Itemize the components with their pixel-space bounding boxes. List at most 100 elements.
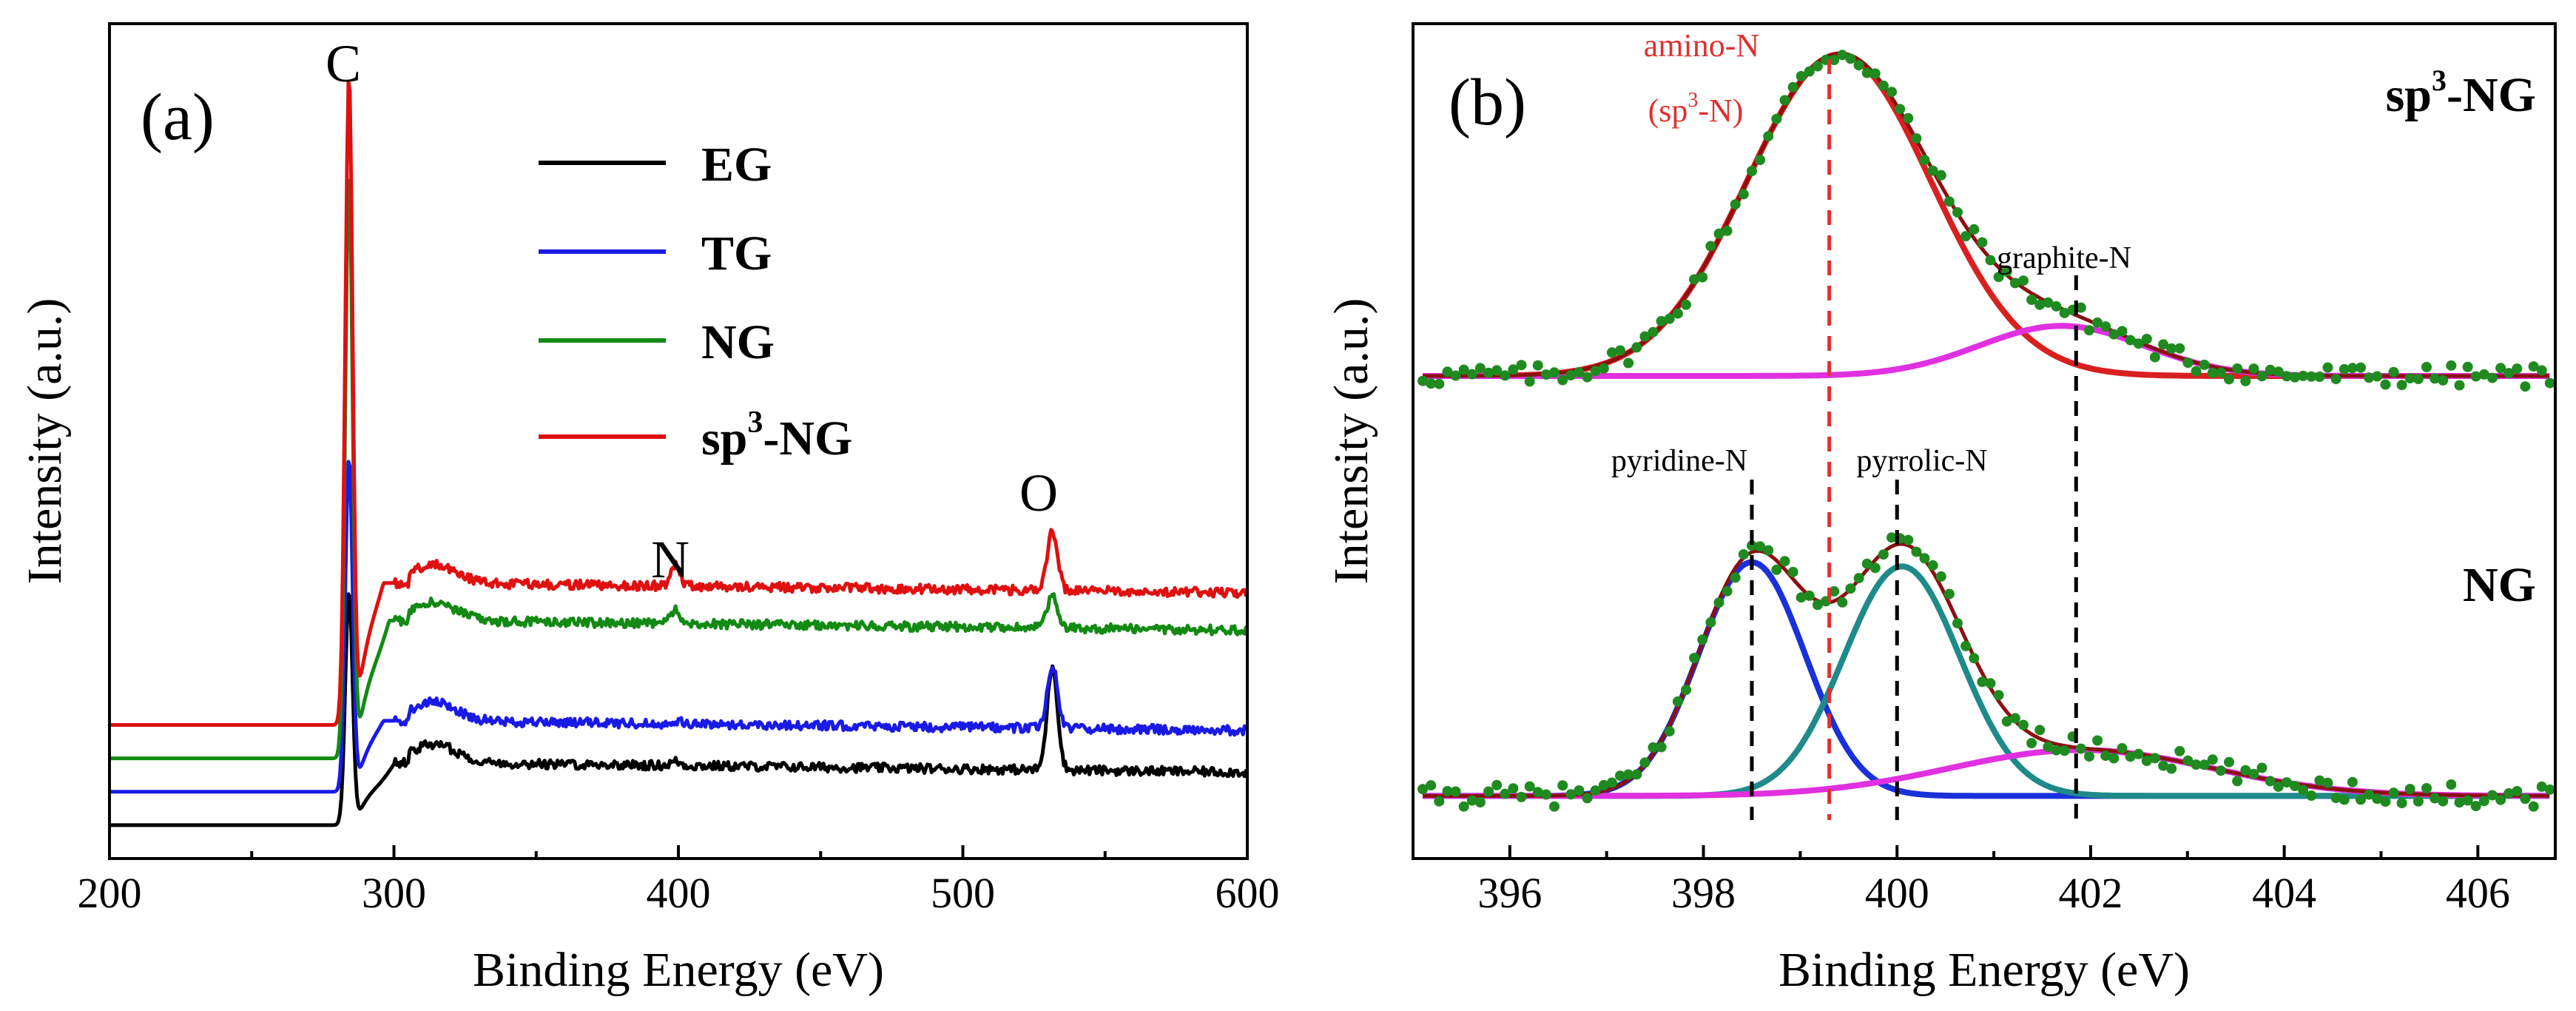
panel-b-y-axis-title: Intensity (a.u.) xyxy=(1324,298,1378,585)
ng-data-point xyxy=(2117,743,2128,753)
sp3ng-data-point xyxy=(1993,272,2004,283)
sp3ng-data-point xyxy=(1631,342,1642,353)
sp3ng-data-point xyxy=(1540,369,1551,380)
sp3ng-data-point xyxy=(1434,378,1445,389)
sp3ng-data-point xyxy=(1812,61,1823,72)
sp3ng-data-point xyxy=(2059,307,2070,318)
legend-label-sp3ng-main: sp xyxy=(701,412,747,466)
ng-data-point xyxy=(2454,797,2465,808)
panel-a-label: (a) xyxy=(141,81,215,154)
ng-data-point xyxy=(1943,588,1955,599)
sp3ng-data-point xyxy=(2158,339,2169,350)
panel-a-x-tick-label: 300 xyxy=(362,869,426,917)
component-label-graphite-n: graphite-N xyxy=(1997,241,2131,275)
sp3ng-component-amino-n xyxy=(1423,51,2550,379)
ng-data-point xyxy=(2009,713,2020,724)
ng-data-point xyxy=(1960,640,1972,651)
sp3ng-data-point xyxy=(1829,55,1840,66)
ng-data-point xyxy=(1796,592,1807,603)
sp3ng-data-point xyxy=(2125,335,2136,346)
sp3ng-data-point xyxy=(1500,370,1511,381)
ng-data-point xyxy=(2043,742,2054,753)
panel-a-series-line xyxy=(109,460,1250,794)
ng-data-point xyxy=(1755,541,1766,552)
sp3ng-data-point xyxy=(2215,367,2226,378)
ng-data-point xyxy=(1689,653,1700,663)
ng-data-point xyxy=(2290,781,2300,791)
sp3ng-data-point xyxy=(1747,166,1757,177)
component-label-sp3-n-sup: 3 xyxy=(1687,89,1698,112)
ng-data-point xyxy=(1606,777,1617,788)
sp3ng-data-point xyxy=(2051,300,2062,312)
panel-a-x-tick-label: 200 xyxy=(78,869,142,917)
ng-data-point xyxy=(1582,793,1593,804)
sp3ng-data-point xyxy=(2454,380,2465,391)
sp3ng-data-point xyxy=(2256,371,2268,382)
sp3ng-data-point xyxy=(2273,366,2284,377)
sp3ng-data-point xyxy=(1532,360,1543,371)
component-label-sp3-n-tail: -N) xyxy=(1698,93,1743,129)
sp3ng-data-point xyxy=(2092,317,2103,328)
ng-data-point xyxy=(2347,776,2358,787)
ng-data-point xyxy=(1648,742,1659,753)
sp3ng-data-point xyxy=(1763,131,1774,142)
sp3ng-data-point xyxy=(2462,361,2473,372)
sp3ng-data-point xyxy=(1887,87,1897,98)
sp3ng-data-point xyxy=(1730,199,1741,210)
sp3ng-data-point xyxy=(2001,266,2012,277)
ng-data-point xyxy=(2306,790,2317,801)
legend-label-sp3ng-sup: 3 xyxy=(747,406,763,440)
panel-a-plot-frame xyxy=(108,22,1249,860)
sp3ng-data-point xyxy=(1582,372,1593,383)
ng-data-point xyxy=(2125,751,2136,762)
sp3ng-data-point xyxy=(2486,372,2498,383)
component-label-amino-n: amino-N xyxy=(1644,27,1759,64)
panel-b-x-tick-label: 398 xyxy=(1671,869,1736,917)
sp3ng-data-point xyxy=(2495,363,2506,374)
sp3ng-data-point xyxy=(1960,231,1972,242)
ng-data-point xyxy=(1771,564,1782,575)
ng-data-point xyxy=(2495,794,2506,805)
sp3ng-data-point xyxy=(1845,53,1856,64)
sp3ng-data-point xyxy=(2347,363,2358,374)
sp3ng-data-point xyxy=(2166,343,2177,354)
sp3ng-data-point xyxy=(2199,359,2210,370)
sample-label-ng: NG xyxy=(2463,558,2536,612)
ng-data-point xyxy=(1491,779,1503,790)
ng-data-point xyxy=(1977,676,1988,688)
ng-data-point xyxy=(2503,787,2515,799)
ng-data-point xyxy=(2158,760,2169,771)
sp3ng-data-point xyxy=(2141,334,2152,344)
sp3ng-data-point xyxy=(1458,364,1469,375)
ng-data-point xyxy=(1738,549,1749,560)
ng-data-point xyxy=(1615,770,1625,782)
sp3ng-data-point xyxy=(1664,313,1675,324)
ng-data-point xyxy=(1985,678,1996,689)
ng-data-point xyxy=(2404,784,2415,795)
panel-a-y-axis-title: Intensity (a.u.) xyxy=(18,298,72,585)
sp3ng-data-point xyxy=(1943,196,1955,207)
ng-data-point xyxy=(1878,549,1889,560)
ng-data-point xyxy=(1927,560,1938,571)
sp3ng-data-point xyxy=(1903,112,1914,124)
ng-data-point xyxy=(1672,696,1683,707)
sp3ng-data-point xyxy=(1738,189,1749,200)
sp3ng-data-point xyxy=(2372,371,2383,382)
sp3ng-data-point xyxy=(1598,363,1609,374)
ng-data-point xyxy=(1417,784,1429,795)
sp3ng-data-point xyxy=(2364,372,2375,383)
panel-b-x-tick-label: 396 xyxy=(1477,869,1542,917)
ng-data-point xyxy=(1935,571,1946,582)
panel-b-reference-lines xyxy=(1750,59,2078,820)
ng-data-point xyxy=(1426,780,1437,791)
sp3ng-data-point xyxy=(2207,367,2218,378)
ng-data-point xyxy=(1705,617,1716,628)
ng-data-point xyxy=(1474,797,1486,807)
sp3ng-data-point xyxy=(2182,357,2194,369)
component-label-pyrrolic-n: pyrrolic-N xyxy=(1856,444,1987,478)
sample-label-sp3ng-sup: 3 xyxy=(2432,64,2447,97)
sp3ng-data-point xyxy=(1853,60,1864,71)
sp3ng-data-point xyxy=(1474,363,1486,374)
ng-data-point xyxy=(1500,788,1511,799)
sp3ng-data-point xyxy=(2018,275,2029,286)
